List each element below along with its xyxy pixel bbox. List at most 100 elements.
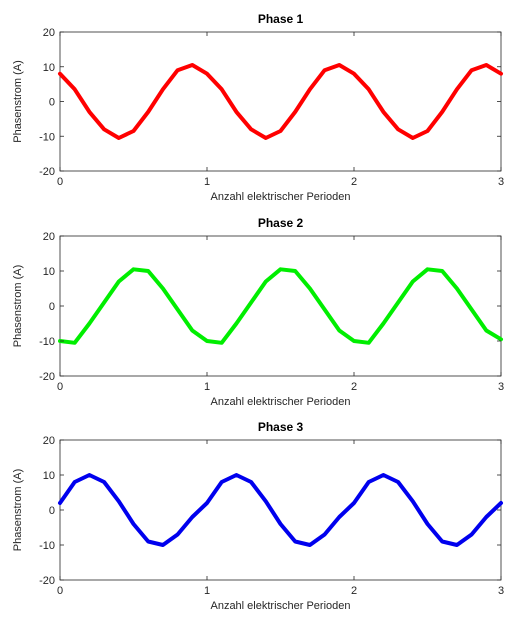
data-point [308,543,312,547]
data-point [73,87,77,91]
data-point [455,543,459,547]
data-point [190,328,194,333]
data-point [337,515,341,519]
data-point [264,136,268,140]
data-point [455,286,459,291]
data-point [440,269,444,273]
y-tick-label: 10 [43,62,55,74]
data-point [161,286,165,291]
data-point [484,328,488,333]
data-point [411,136,415,140]
plot-area [59,31,502,172]
data-point [293,269,297,273]
data-point [190,515,194,519]
chart-panel-1: 0 1 2 3 -20 -10 0 10 20 Phase 1 Anzahl elektrische… [12,12,504,203]
y-axis-label: Phasenstrom (A) [12,265,24,348]
chart-title: Phase 1 [258,12,304,26]
data-point [470,532,474,537]
x-tick-label: 3 [498,381,504,393]
x-axis-label: Anzahl elektrischer Perioden [210,191,350,203]
chart-title: Phase 2 [258,216,304,230]
data-point [264,499,268,503]
data-point [425,522,430,526]
data-point [176,532,180,537]
x-tick-label: 3 [498,585,504,597]
x-tick-label: 1 [204,176,210,188]
data-point [499,337,503,341]
plot-area [59,235,502,377]
data-point [161,87,165,91]
y-tick-label: -20 [39,575,55,587]
x-axis-label: Anzahl elektrischer Perioden [210,600,350,612]
y-axis-label: Phasenstrom (A) [12,60,24,143]
data-point [249,300,253,305]
data-point [381,473,385,477]
y-tick-label: -10 [39,336,55,348]
plot-area [59,439,502,581]
data-point [117,279,121,284]
data-point [352,339,356,343]
x-tick-label: 0 [57,585,63,597]
data-point [396,480,400,484]
data-point [161,543,165,547]
data-point [470,307,474,312]
data-point [352,72,356,76]
y-tick-label: 10 [43,266,55,278]
data-point [73,341,77,345]
x-tick-label: 2 [351,585,357,597]
data-point [146,110,150,114]
data-point [337,63,341,67]
data-point [396,300,400,305]
data-point [337,328,341,333]
data-point [278,267,283,271]
x-tick-label: 0 [57,176,63,188]
data-point [117,136,121,140]
data-point [308,87,312,91]
data-point [87,473,91,477]
data-point [146,269,150,273]
x-tick-label: 1 [204,381,210,393]
data-point [58,72,62,76]
data-point [323,307,327,312]
data-point [190,63,194,67]
y-tick-label: 0 [49,97,55,109]
data-point [381,110,385,114]
data-point [308,286,312,291]
data-point [367,480,371,484]
x-axis-label: Anzahl elektrischer Perioden [210,396,350,408]
data-point [293,539,297,544]
data-point [176,307,180,312]
data-point [146,539,150,544]
data-point [234,110,238,114]
data-point [278,522,283,526]
data-point [131,129,136,133]
data-point [220,480,224,484]
data-point [117,499,121,503]
y-tick-label: 0 [49,505,55,517]
chart-title: Phase 3 [258,420,304,434]
data-point [87,321,91,326]
data-point [425,267,430,271]
data-point [131,522,136,526]
data-point [264,279,268,284]
data-point [367,87,371,91]
y-tick-label: 10 [43,470,55,482]
data-point [234,321,238,326]
y-tick-label: -20 [39,371,55,383]
data-point [352,501,356,505]
x-tick-label: 3 [498,176,504,188]
x-tick-label: 2 [351,381,357,393]
data-point [499,72,503,76]
data-point [220,341,224,345]
x-tick-label: 2 [351,176,357,188]
y-tick-label: -10 [39,131,55,143]
data-point [367,341,371,345]
data-point [87,110,91,114]
chart-panel-3: 0 1 2 3 -20 -10 0 10 20 Phase 3 Anzahl elektrische… [12,420,504,612]
data-point [73,480,77,484]
data-point [293,110,297,114]
data-point [484,63,488,67]
y-tick-label: -20 [39,166,55,178]
y-tick-label: 0 [49,301,55,313]
